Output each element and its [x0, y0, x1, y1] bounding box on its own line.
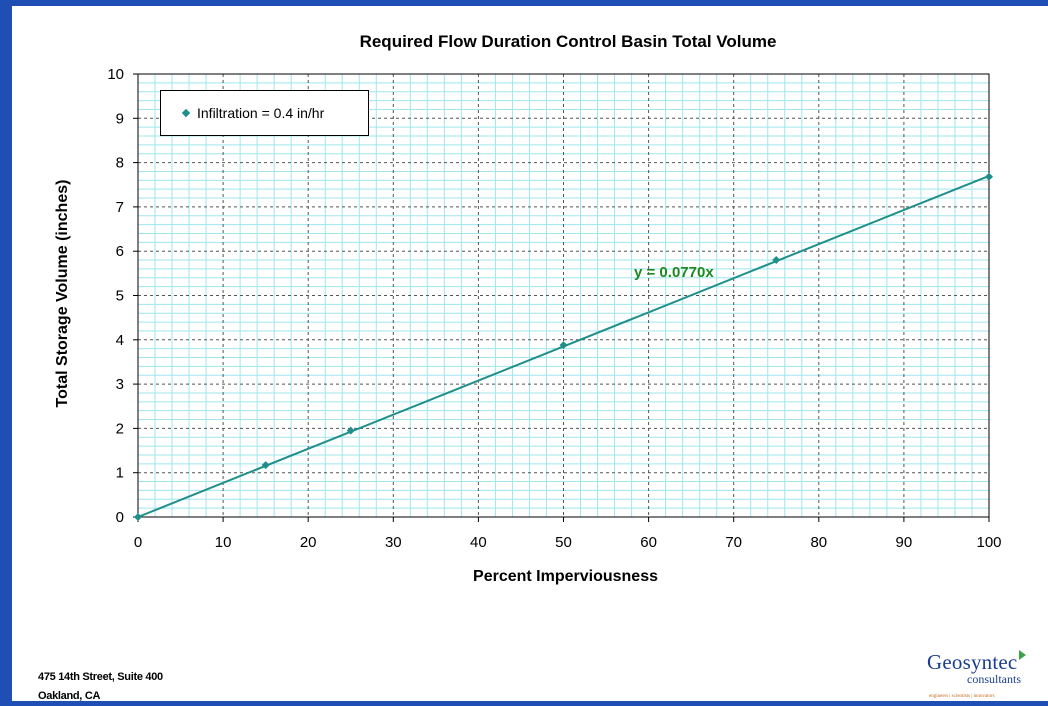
y-tick-label: 3	[116, 376, 124, 393]
logo-subtitle: consultants	[967, 672, 1021, 686]
chart-plot: 0 10 20 30 40 50 60 70 80 90 100 0 1 2 3 4 5 6 7 8 9 10 Percen…	[54, 66, 1002, 585]
y-tick-label: 6	[116, 243, 124, 260]
legend-label: Infiltration = 0.4 in/hr	[197, 105, 325, 121]
y-tick-label: 5	[116, 288, 124, 305]
y-tick-label: 2	[116, 420, 124, 437]
x-tick-label: 30	[385, 534, 402, 551]
data-point	[346, 426, 355, 435]
y-tick-label: 1	[116, 465, 124, 482]
trendline-equation: y = 0.0770x	[634, 264, 714, 281]
address: 475 14th Street, Suite 400 Oakland, CA	[38, 668, 163, 706]
y-axis-label: Total Storage Volume (inches)	[54, 180, 71, 408]
y-tick-label: 7	[116, 199, 124, 216]
y-tick-label: 9	[116, 110, 124, 127]
chart-title: Required Flow Duration Control Basin Tot…	[359, 32, 777, 51]
data-point	[134, 513, 142, 521]
y-tick-label: 8	[116, 155, 124, 172]
x-tick-label: 20	[300, 534, 317, 551]
x-tick-label: 90	[896, 534, 913, 551]
x-tick-label: 50	[555, 534, 572, 551]
x-tick-label: 40	[470, 534, 487, 551]
logo-tagline: engineers | scientists | innovators	[929, 694, 995, 699]
data-point	[559, 341, 568, 350]
legend-marker	[181, 108, 191, 118]
data-point	[261, 461, 270, 470]
x-tick-label: 60	[640, 534, 657, 551]
slide: Required Flow Duration Control Basin Tot…	[12, 6, 1048, 704]
logo-arrow-icon	[1019, 650, 1027, 660]
data-point	[985, 172, 993, 181]
x-tick-label: 10	[215, 534, 232, 551]
address-line-1: 475 14th Street, Suite 400	[38, 671, 163, 683]
x-tick-label: 70	[725, 534, 742, 551]
x-tick-label: 100	[976, 534, 1001, 551]
x-axis-label: Percent Imperviousness	[473, 568, 658, 585]
chart-legend: Infiltration = 0.4 in/hr	[160, 90, 369, 136]
data-point	[772, 256, 781, 265]
y-tick-label: 4	[116, 332, 124, 349]
x-tick-label: 80	[810, 534, 827, 551]
x-tick-label: 0	[134, 534, 142, 551]
address-line-2: Oakland, CA	[38, 690, 101, 702]
company-logo: Geosyntec consultants engineers | scient…	[927, 650, 1048, 704]
y-tick-label: 0	[116, 509, 124, 526]
y-tick-label: 10	[107, 66, 124, 83]
logo-name: Geosyntec	[927, 650, 1018, 674]
